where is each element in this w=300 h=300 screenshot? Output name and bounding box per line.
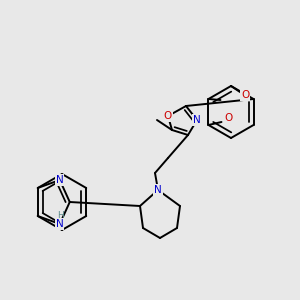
Text: O: O	[164, 111, 172, 121]
Text: N: N	[154, 185, 162, 195]
Text: N: N	[56, 219, 64, 229]
Text: O: O	[224, 113, 232, 123]
Text: O: O	[241, 90, 249, 100]
Text: H: H	[57, 212, 64, 220]
Text: N: N	[193, 115, 201, 125]
Text: N: N	[56, 175, 64, 185]
